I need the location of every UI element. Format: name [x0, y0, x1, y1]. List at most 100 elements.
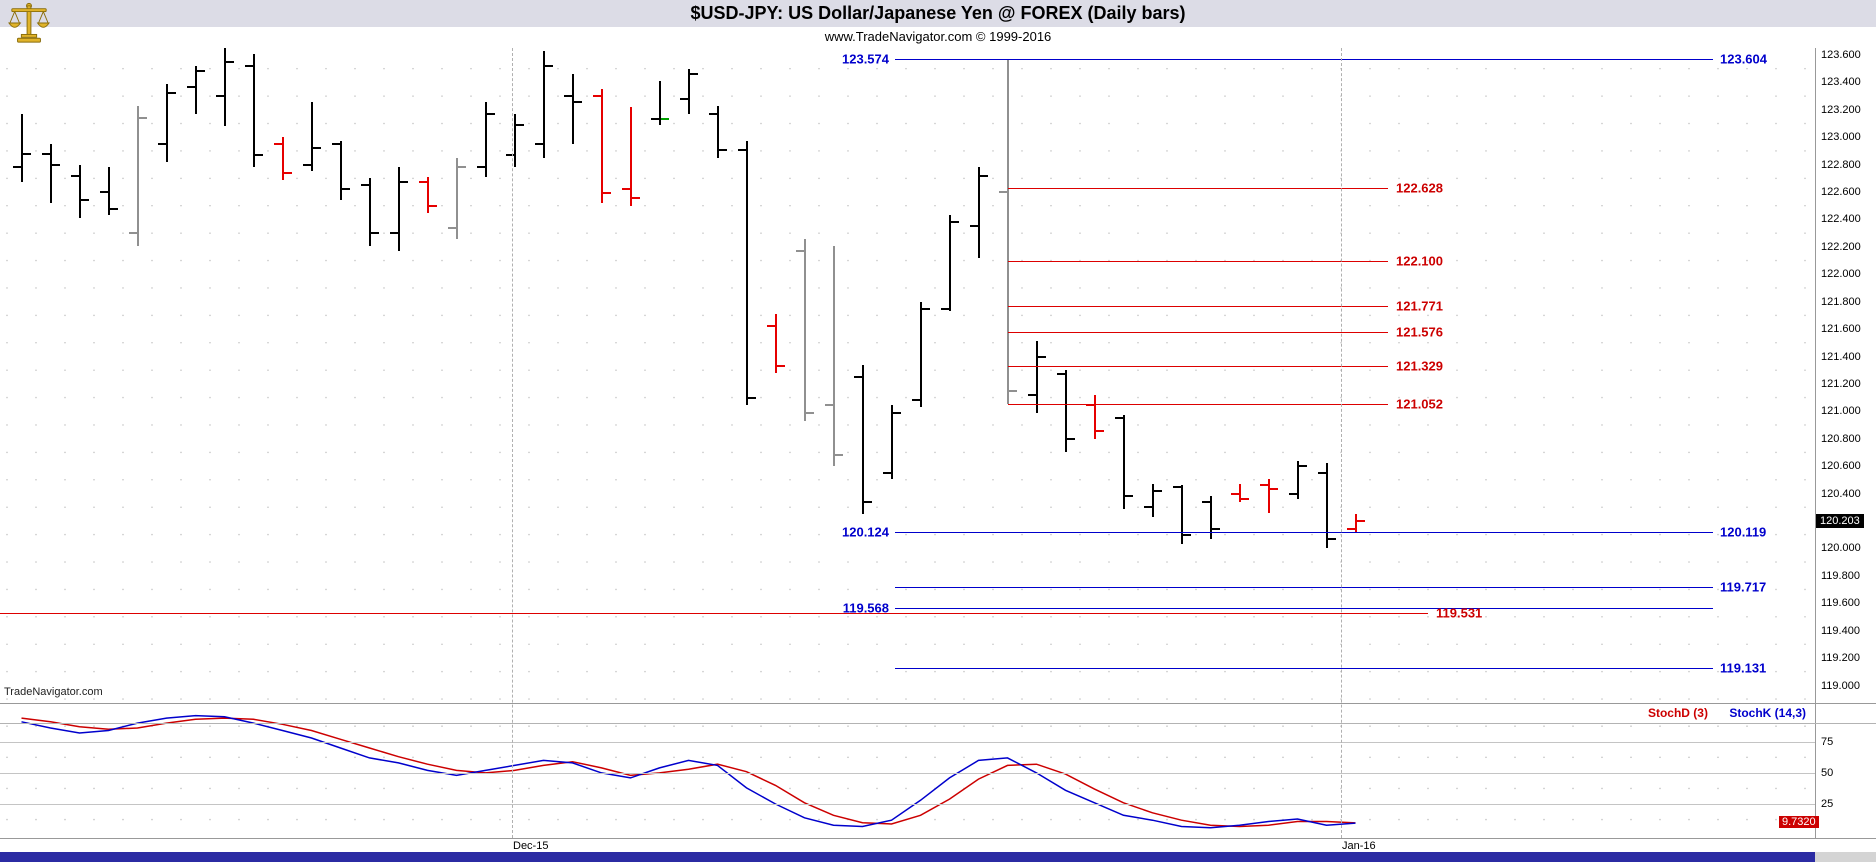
retracement-line-red — [0, 612, 1428, 614]
ohlc-bar — [1064, 370, 1067, 453]
stoch-k-legend[interactable]: StochK (14,3) — [1729, 706, 1806, 720]
ohlc-bar — [484, 101, 487, 177]
price-axis-label: 123.400 — [1821, 76, 1861, 89]
ohlc-close-tick — [863, 500, 872, 503]
ohlc-open-tick — [1288, 492, 1297, 495]
ohlc-open-tick — [447, 226, 456, 229]
ohlc-open-tick — [1259, 484, 1268, 487]
chart-subtitle: www.TradeNavigator.com © 1999-2016 — [0, 27, 1876, 48]
ohlc-bar — [919, 301, 922, 408]
support-line-blue — [895, 58, 1713, 60]
ohlc-close-tick — [138, 117, 147, 120]
stochastic-pane[interactable] — [0, 703, 1815, 838]
price-axis-label: 121.800 — [1821, 295, 1861, 308]
support-line-blue — [895, 667, 1713, 669]
retracement-label: 121.329 — [1396, 358, 1443, 374]
watermark: TradeNavigator.com — [4, 686, 103, 698]
retracement-line-red — [1007, 188, 1388, 190]
ohlc-close-tick — [457, 166, 466, 169]
retracement-line-red — [1007, 305, 1388, 307]
level-label-left: 119.568 — [842, 600, 889, 616]
price-axis[interactable]: 123.600 123.400 123.200 123.000 122.800 122.6… — [1815, 48, 1876, 852]
ohlc-close-tick — [573, 100, 582, 103]
stoch-k-line — [21, 714, 1356, 829]
ohlc-close-tick — [747, 396, 756, 399]
stoch-axis-label: 50 — [1821, 766, 1834, 779]
price-axis-label: 121.200 — [1821, 377, 1861, 390]
month-gridline-dec — [512, 48, 513, 838]
scrollbar-corner — [1815, 852, 1876, 862]
ohlc-bar — [20, 113, 23, 183]
retracement-line-red — [1007, 260, 1388, 262]
ohlc-bar — [136, 105, 139, 246]
ohlc-bar — [1093, 394, 1096, 439]
retracement-line-red — [1007, 332, 1388, 334]
ohlc-close-tick — [979, 174, 988, 177]
retracement-label: 122.628 — [1396, 180, 1443, 196]
price-chart-pane[interactable]: 123.574 123.604 120.124 120.119 119.717 119.5… — [0, 48, 1815, 703]
ohlc-close-tick — [254, 154, 263, 157]
retracement-label: 119.531 — [1436, 605, 1483, 621]
ohlc-close-tick — [1269, 488, 1278, 491]
price-axis-label: 122.200 — [1821, 240, 1861, 253]
stoch-d-legend[interactable]: StochD (3) — [1647, 706, 1708, 720]
ohlc-open-tick — [563, 95, 572, 98]
ohlc-bar — [571, 74, 574, 145]
ohlc-bar — [513, 113, 516, 168]
ohlc-open-tick — [505, 154, 514, 157]
ohlc-open-tick — [186, 85, 195, 88]
ohlc-bar — [281, 137, 284, 180]
scales-icon — [6, 2, 52, 49]
retracement-line-red — [1007, 404, 1388, 406]
price-axis-label: 119.200 — [1821, 652, 1860, 665]
ohlc-open-tick — [853, 376, 862, 379]
price-axis-label: 119.400 — [1821, 624, 1860, 637]
price-axis-label: 122.800 — [1821, 158, 1861, 171]
price-axis-label: 122.600 — [1821, 186, 1861, 199]
ohlc-bar — [165, 83, 168, 162]
ohlc-bar — [1296, 460, 1299, 500]
ohlc-close-tick — [109, 207, 118, 210]
ohlc-open-tick — [418, 181, 427, 184]
ohlc-close-tick — [921, 307, 930, 310]
level-label-right: 120.119 — [1720, 524, 1767, 540]
ohlc-bar — [1267, 478, 1270, 513]
chart-title: $USD-JPY: US Dollar/Japanese Yen @ FOREX… — [690, 3, 1186, 23]
ohlc-open-tick — [708, 112, 717, 115]
ohlc-bar — [977, 167, 980, 258]
level-label-right: 119.131 — [1720, 660, 1767, 676]
ohlc-bar — [774, 314, 777, 373]
ohlc-open-tick — [1172, 485, 1181, 488]
time-axis-label-jan: Jan-16 — [1342, 840, 1376, 852]
stoch-legend: StochD (3) StochK (14,3) — [0, 706, 1806, 720]
ohlc-open-tick — [1056, 373, 1065, 376]
ohlc-bar — [339, 141, 342, 201]
support-line-blue — [895, 607, 1713, 609]
stoch-axis-label: 75 — [1821, 735, 1834, 748]
ohlc-close-tick — [486, 112, 495, 115]
ohlc-close-tick — [544, 64, 553, 67]
horizontal-scrollbar[interactable] — [0, 852, 1815, 862]
level-label-left: 123.574 — [842, 51, 889, 67]
price-axis-label: 122.400 — [1821, 213, 1861, 226]
price-axis-label: 123.000 — [1821, 131, 1861, 144]
ohlc-close-tick — [834, 454, 843, 457]
ohlc-bar — [223, 48, 226, 127]
time-axis-label-dec: Dec-15 — [513, 840, 549, 852]
price-axis-label: 120.400 — [1821, 487, 1861, 500]
support-line-blue — [895, 587, 1713, 589]
ohlc-bar — [600, 89, 603, 204]
pane-separator[interactable] — [0, 703, 1876, 704]
ohlc-close-tick — [631, 196, 640, 199]
ohlc-bar — [803, 238, 806, 421]
ohlc-open-tick — [766, 325, 775, 328]
retracement-label: 121.771 — [1396, 298, 1443, 314]
ohlc-open-tick — [592, 95, 601, 98]
ohlc-open-tick — [1143, 506, 1152, 509]
ohlc-bar — [1325, 463, 1328, 549]
time-axis[interactable]: Dec-15 Jan-16 — [0, 838, 1876, 853]
ohlc-open-tick — [650, 118, 659, 121]
price-axis-label: 120.800 — [1821, 432, 1861, 445]
ohlc-bar — [368, 178, 371, 246]
ohlc-open-tick — [157, 143, 166, 146]
